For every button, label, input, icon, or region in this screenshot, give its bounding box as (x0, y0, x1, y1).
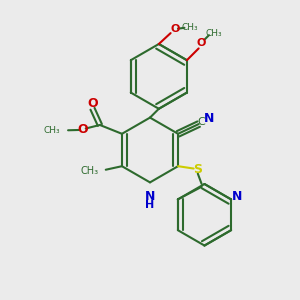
Text: N: N (145, 190, 155, 203)
Text: N: N (204, 112, 214, 125)
Text: S: S (193, 163, 202, 176)
Text: O: O (197, 38, 206, 47)
Text: C: C (198, 117, 206, 127)
Text: CH₃: CH₃ (205, 29, 222, 38)
Text: CH₃: CH₃ (182, 23, 198, 32)
Text: CH₃: CH₃ (80, 166, 98, 176)
Text: O: O (87, 97, 98, 110)
Text: H: H (146, 200, 154, 210)
Text: CH₃: CH₃ (44, 126, 60, 135)
Text: N: N (232, 190, 242, 203)
Text: O: O (170, 24, 180, 34)
Text: O: O (77, 123, 88, 136)
